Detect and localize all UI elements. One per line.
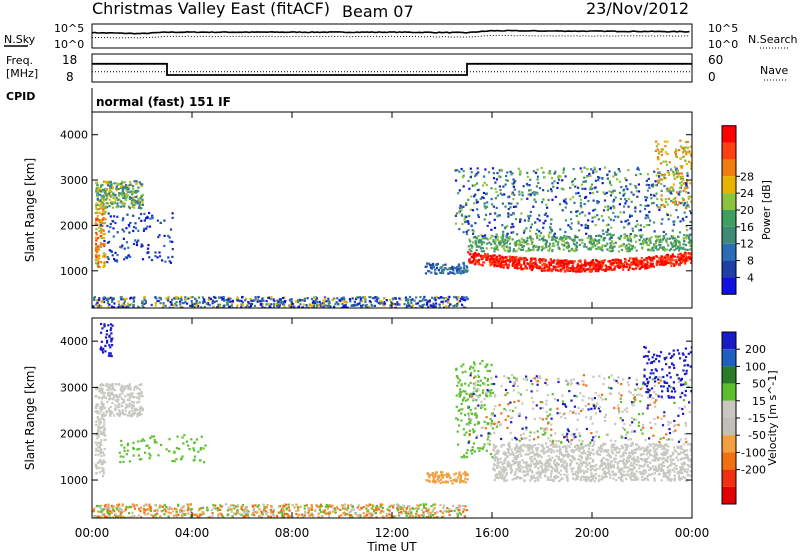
- noise-tick-right-top: 10^5: [708, 22, 738, 35]
- x-tick-label: 20:00: [575, 526, 610, 540]
- power-colorbar-label: Power [dB]: [760, 180, 773, 240]
- freq-units-label: [MHz]: [6, 67, 38, 80]
- velocity-y-axis-label: Slant Range [km]: [23, 366, 37, 470]
- colorbar-segment: [722, 486, 736, 504]
- x-tick-label: 16:00: [475, 526, 510, 540]
- velocity-panel-frame: [91, 317, 693, 519]
- power-data-layer: [92, 139, 692, 308]
- noise-panel-frame: [91, 23, 693, 49]
- colorbar-tick-label: -15: [748, 412, 766, 425]
- x-tick-label: 04:00: [175, 526, 210, 540]
- power-colorbar: 4 8 12 16 20 24 28: [721, 125, 754, 295]
- colorbar-tick-label: 24: [740, 187, 754, 200]
- y-tick-label: 2000: [60, 219, 88, 232]
- noise-tick-left-top: 10^5: [54, 22, 84, 35]
- colorbar-tick-label: 50: [752, 378, 766, 391]
- time-axis-title: Time UT: [366, 540, 417, 554]
- freq-panel-frame: [91, 53, 693, 83]
- nave-label: Nave: [760, 64, 788, 77]
- freq-series-line: [92, 62, 692, 76]
- x-tick-label: 00:00: [75, 526, 110, 540]
- y-tick-label: 2000: [60, 428, 88, 441]
- beam-label: Beam 07: [342, 2, 414, 21]
- colorbar-segment: [722, 452, 736, 470]
- colorbar-segment: [722, 193, 736, 210]
- power-panel-frame: [91, 111, 693, 309]
- colorbar-segment: [722, 469, 736, 487]
- colorbar-tick-label: 16: [740, 221, 754, 234]
- colorbar-segment: [722, 226, 736, 244]
- cpid-label: CPID: [6, 90, 35, 103]
- nsearch-series-line: [91, 34, 690, 39]
- colorbar-tick-label: 28: [740, 170, 754, 183]
- velocity-y-axis: 1000 2000 3000 4000: [60, 335, 692, 487]
- colorbar-segment: [722, 142, 736, 160]
- colorbar-segment: [722, 176, 736, 194]
- colorbar-segment: [722, 243, 736, 261]
- power-y-axis: 1000 2000 3000 4000: [60, 129, 692, 278]
- scatter-layer: [92, 139, 692, 308]
- colorbar-tick-label: 8: [747, 255, 754, 268]
- colorbar-segment: [722, 159, 736, 177]
- time-axis: 00:00 04:00 08:00 12:00 16:00 20:00 00:00: [75, 112, 710, 540]
- y-tick-label: 1000: [60, 265, 88, 278]
- velocity-colorbar: 200 100 50 15 -15 -50 -100 -200: [721, 331, 766, 505]
- colorbar-segment: [722, 332, 736, 350]
- nave-tick-top: 60: [708, 53, 723, 67]
- colorbar-segment: [722, 260, 736, 278]
- colorbar-segment: [722, 435, 736, 453]
- scatter-layer: [92, 322, 692, 518]
- freq-tick-bottom: 8: [66, 70, 74, 84]
- velocity-panel: 1000 2000 3000 4000 Slant Range [km] 200 100…: [23, 317, 779, 519]
- nsky-series-line: [91, 29, 690, 35]
- colorbar-segment: [722, 366, 736, 384]
- power-y-axis-label: Slant Range [km]: [23, 158, 37, 262]
- date-label: 23/Nov/2012: [586, 0, 689, 18]
- colorbar-segment: [722, 383, 736, 401]
- power-panel: 1000 2000 3000 4000 Slant Range [km] 4 8 12 16…: [23, 111, 773, 309]
- y-tick-label: 4000: [60, 129, 88, 142]
- nsky-label: N.Sky: [4, 33, 36, 46]
- nave-tick-bottom: 0: [708, 70, 716, 84]
- y-tick-label: 3000: [60, 174, 88, 187]
- colorbar-tick-label: 12: [740, 238, 754, 251]
- colorbar-tick-label: -200: [741, 464, 766, 477]
- velocity-data-layer: [92, 322, 692, 518]
- colorbar-segment: [722, 125, 736, 143]
- colorbar-tick-label: -50: [748, 429, 766, 442]
- noise-tick-left-bottom: 10^0: [54, 38, 84, 51]
- nsearch-label: N.Search: [748, 33, 798, 46]
- colorbar-segment: [722, 400, 736, 418]
- colorbar-tick-label: 20: [740, 204, 754, 217]
- x-tick-label: 00:00: [675, 526, 710, 540]
- colorbar-tick-label: 200: [745, 343, 766, 356]
- station-title: Christmas Valley East (fitACF): [92, 0, 330, 18]
- colorbar-tick-label: 4: [747, 271, 754, 284]
- cpid-value: normal (fast) 151 IF: [96, 95, 231, 109]
- y-tick-label: 1000: [60, 474, 88, 487]
- freq-tick-top: 18: [62, 53, 77, 67]
- colorbar-tick-label: 15: [752, 395, 766, 408]
- colorbar-tick-label: -100: [741, 446, 766, 459]
- colorbar-segment: [722, 418, 736, 436]
- colorbar-segment: [722, 277, 736, 295]
- x-tick-label: 12:00: [375, 526, 410, 540]
- freq-panel: Freq. [MHz] 18 8 60 0 Nave: [6, 53, 788, 84]
- colorbar-segment: [722, 349, 736, 367]
- y-tick-label: 4000: [60, 335, 88, 348]
- x-tick-label: 08:00: [275, 526, 310, 540]
- velocity-colorbar-label: Velocity [m s^-1]: [766, 370, 779, 465]
- noise-tick-right-bottom: 10^0: [708, 38, 738, 51]
- colorbar-segment: [722, 210, 736, 227]
- noise-panel: N.Sky 10^5 10^0 10^5 10^0 N.Search: [4, 22, 798, 51]
- freq-label: Freq.: [6, 54, 33, 67]
- colorbar-tick-label: 100: [745, 360, 766, 373]
- y-tick-label: 3000: [60, 381, 88, 394]
